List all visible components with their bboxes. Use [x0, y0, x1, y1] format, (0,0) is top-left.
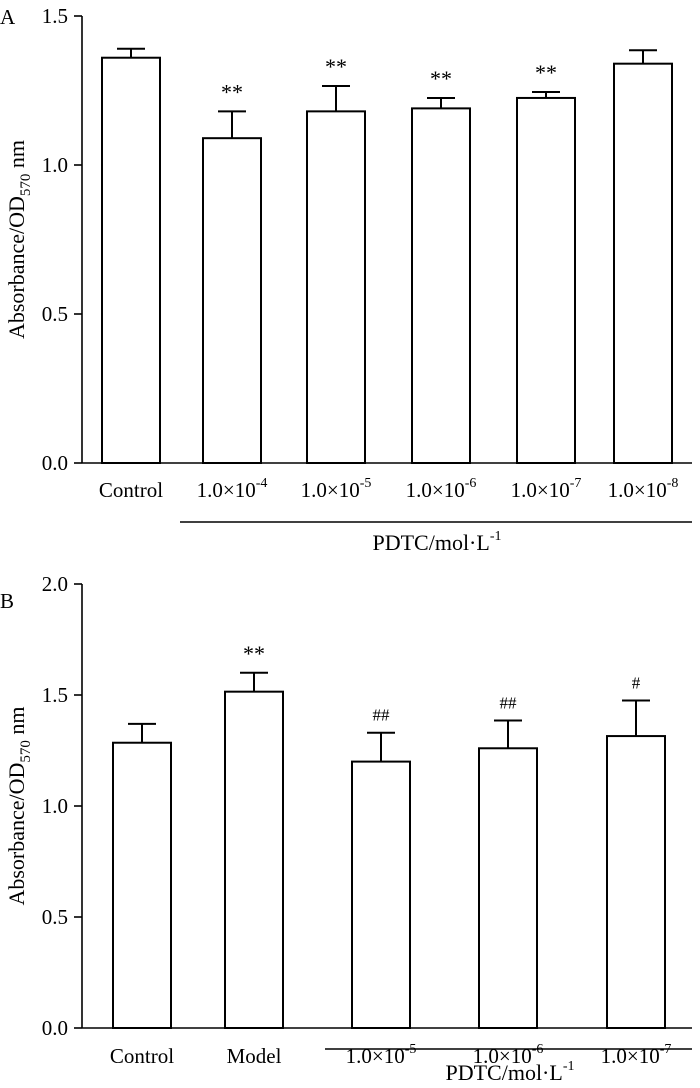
y-tick-label: 2.0 — [42, 572, 68, 596]
significance-label: ** — [221, 79, 243, 104]
x-tick-label: Control — [99, 478, 163, 502]
y-tick-label: 0.0 — [42, 1016, 68, 1040]
x-axis-group-label: PDTC/mol·L-1 — [445, 1059, 574, 1085]
significance-label: ** — [325, 54, 347, 79]
significance-label: ** — [243, 641, 265, 666]
x-tick-label: 1.0×10-8 — [608, 476, 679, 502]
bar-a-5 — [516, 96, 576, 464]
x-tick-label: 1.0×10-4 — [197, 476, 268, 502]
y-tick-label: 1.5 — [42, 683, 68, 707]
significance-label: ## — [500, 694, 518, 713]
y-tick-label: 1.0 — [42, 794, 68, 818]
y-tick-label: 1.5 — [42, 4, 68, 28]
panel-a-chart: A 0.0 0.5 1.0 1.5 Absorbance/OD570 nm Control *… — [0, 4, 692, 555]
x-tick-label: 1.0×10-5 — [346, 1042, 417, 1068]
bar-b-5 — [606, 735, 666, 1029]
bar-b-1 — [112, 741, 172, 1029]
panel-label: A — [0, 5, 16, 29]
x-tick-label: 1.0×10-7 — [601, 1042, 672, 1068]
significance-label: # — [632, 674, 641, 693]
bar-a-3 — [306, 110, 366, 465]
bar-b-3 — [351, 760, 411, 1029]
y-tick-label: 0.5 — [42, 905, 68, 929]
x-axis-group-label: PDTC/mol·L-1 — [372, 529, 501, 555]
x-tick-label: 1.0×10-7 — [511, 476, 582, 502]
y-tick-label: 1.0 — [42, 153, 68, 177]
significance-label: ** — [535, 60, 557, 85]
y-tick-label: 0.0 — [42, 451, 68, 475]
x-tick-label: Control — [110, 1044, 174, 1068]
bar-b-2 — [224, 690, 284, 1029]
y-axis-title: Absorbance/OD570 nm — [4, 706, 34, 905]
x-tick-label: Model — [227, 1044, 282, 1068]
bar-a-1 — [101, 56, 161, 464]
y-tick-label: 0.5 — [42, 302, 68, 326]
x-tick-label: 1.0×10-5 — [301, 476, 372, 502]
bar-a-2 — [202, 137, 262, 464]
significance-label: ## — [373, 706, 391, 725]
panel-label: B — [0, 589, 14, 613]
bar-b-4 — [478, 747, 538, 1030]
bar-a-6 — [613, 62, 673, 465]
panel-b-chart: B 0.0 0.5 1.0 1.5 2.0 Absorbance/OD570 nm Contr… — [0, 572, 692, 1085]
significance-label: ** — [430, 66, 452, 91]
y-axis-title: Absorbance/OD570 nm — [4, 140, 34, 339]
bar-a-4 — [411, 107, 471, 464]
x-tick-label: 1.0×10-6 — [406, 476, 477, 502]
